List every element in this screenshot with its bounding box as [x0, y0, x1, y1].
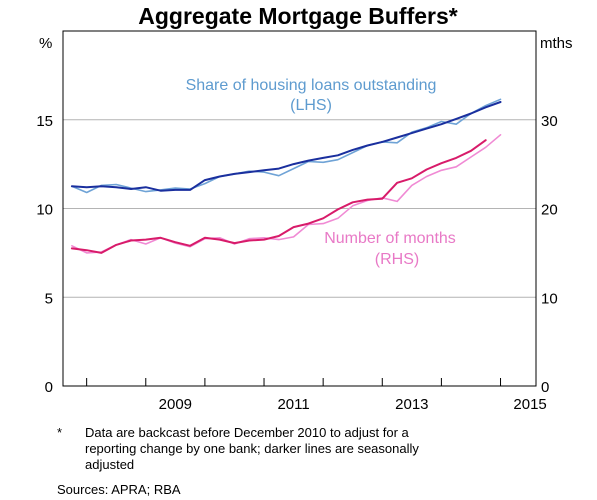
right-tick-label: 0: [541, 379, 549, 396]
tick-labels: 0 5 10 15 0 10 20 30 2009 2011 2013 2015: [36, 113, 557, 413]
series-line-3: [71, 134, 502, 254]
right-tick-label: 20: [541, 202, 558, 219]
footnote-line-3: adjusted: [85, 457, 135, 472]
right-tick-label: 30: [541, 113, 558, 130]
rhs-series-label: Number of months: [324, 230, 456, 247]
left-axis-unit: %: [39, 35, 52, 52]
footnote-line-1: Data are backcast before December 2010 t…: [85, 425, 409, 440]
right-axis-unit: mths: [540, 35, 573, 52]
footnote-line-2: reporting change by one bank; darker lin…: [85, 441, 419, 456]
series-group: [70, 98, 502, 254]
gridlines: [63, 119, 536, 298]
lhs-series-label: Share of housing loans outstanding: [186, 77, 437, 94]
left-tick-label: 15: [36, 113, 53, 130]
lhs-series-sublabel: (LHS): [290, 97, 332, 114]
right-tick-label: 10: [541, 290, 558, 307]
x-tick-label: 2009: [159, 396, 192, 413]
x-tick-label: 2011: [277, 396, 309, 413]
axis-ticks: [86, 378, 502, 386]
footnote-marker: *: [57, 425, 63, 440]
left-tick-label: 0: [45, 379, 53, 396]
chart-title: Aggregate Mortgage Buffers*: [138, 3, 458, 29]
series-line-2: [70, 101, 502, 192]
x-tick-label: 2013: [395, 396, 428, 413]
series-line-4: [70, 139, 487, 254]
sources: Sources: APRA; RBA: [57, 482, 181, 497]
left-tick-label: 10: [36, 202, 53, 219]
x-tick-label: 2015: [513, 396, 546, 413]
rhs-series-sublabel: (RHS): [375, 251, 419, 268]
left-tick-label: 5: [45, 290, 53, 307]
plot-frame: [62, 30, 537, 387]
series-line-1: [71, 98, 502, 194]
